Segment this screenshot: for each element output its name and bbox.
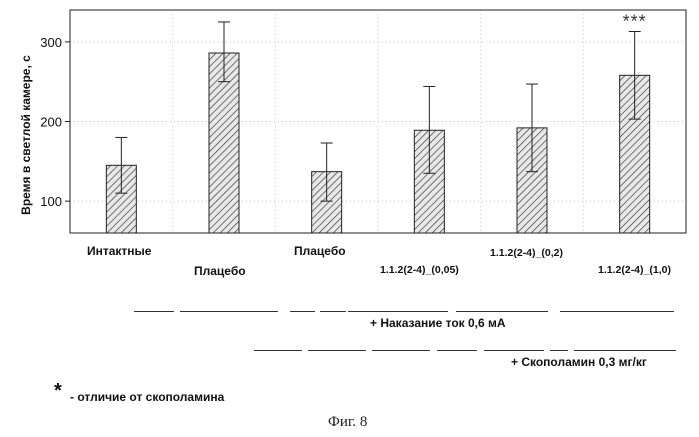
category-label-intact: Интактные [87, 244, 151, 258]
punishment-line-segment [456, 311, 548, 312]
punishment-line-segment [348, 311, 448, 312]
grid-layer [70, 10, 686, 233]
scopolamine-label: + Скополамин 0,3 мг/кг [511, 355, 647, 369]
figure-caption: Фиг. 8 [328, 414, 367, 431]
punishment-line-segment [290, 311, 315, 312]
y-tick-label: 100 [40, 194, 62, 209]
axis-layer: 100 200 300 [40, 10, 686, 233]
category-label-placebo-2: Плацебо [294, 244, 346, 258]
bar-chart: *** 100 200 300 Время в светлой камере, с [0, 0, 699, 250]
scopolamine-line-segment [437, 350, 477, 351]
footnote-text: - отличие от скополамина [70, 390, 224, 404]
punishment-line-segment [134, 311, 174, 312]
punishment-line-segment [320, 311, 346, 312]
category-label-placebo-1: Плацебо [194, 264, 246, 278]
category-label-dose-10: 1.1.2(2-4)_(1,0) [598, 264, 671, 276]
scopolamine-line-segment [574, 350, 676, 351]
significance-annotation: *** [623, 12, 647, 32]
punishment-label: + Наказание ток 0,6 мА [370, 316, 506, 330]
scopolamine-line-segment [550, 350, 568, 351]
y-tick-label: 300 [40, 35, 62, 50]
category-label-dose-02: 1.1.2(2-4)_(0,2) [490, 247, 563, 259]
category-label-dose-005: 1.1.2(2-4)_(0,05) [380, 264, 459, 276]
footnote-symbol: * [54, 380, 62, 403]
scopolamine-line-segment [484, 350, 544, 351]
punishment-line-segment [560, 311, 674, 312]
y-axis-label: Время в светлой камере, с [19, 55, 33, 215]
scopolamine-line-segment [372, 350, 430, 351]
scopolamine-line-segment [254, 350, 302, 351]
y-tick-label: 200 [40, 115, 62, 130]
punishment-line-segment [180, 311, 278, 312]
scopolamine-line-segment [308, 350, 366, 351]
